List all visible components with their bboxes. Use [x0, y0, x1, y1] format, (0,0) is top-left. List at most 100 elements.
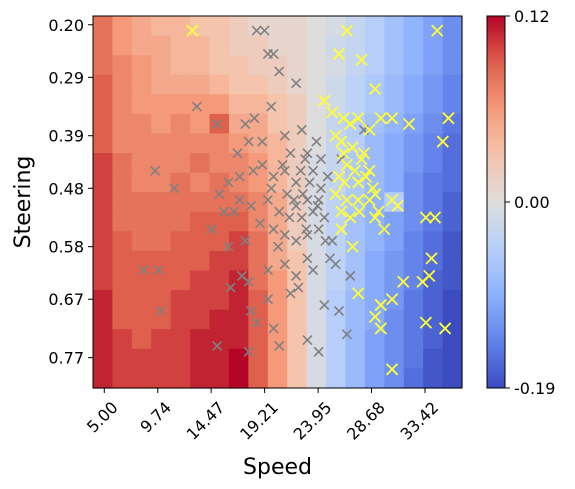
heatmap-cell [228, 94, 249, 115]
gray-x-marker [324, 253, 336, 264]
heatmap-cell [442, 172, 463, 193]
heatmap-cell [403, 309, 424, 330]
heatmap-cell [384, 309, 405, 330]
heatmap-cell [403, 35, 424, 56]
x-axis-label: Speed [243, 455, 312, 480]
heatmap-cell [190, 74, 211, 95]
heatmap-cell [112, 270, 133, 291]
heatmap-cell [364, 348, 385, 370]
heatmap-cell [248, 348, 269, 370]
plot-frame [92, 15, 463, 389]
yellow-x-marker [346, 141, 359, 154]
heatmap-cell [248, 113, 269, 135]
gray-x-marker [285, 148, 296, 159]
heatmap-cell [267, 16, 288, 37]
heatmap-cell [228, 35, 249, 56]
x-axis: 5.00 9.74 14.47 19.21 23.95 28.68 33.42 [83, 388, 442, 444]
heatmap-cell [112, 211, 133, 232]
heatmap-cell [267, 290, 288, 311]
heatmap-cell [151, 94, 172, 115]
yellow-x-marker [436, 135, 449, 148]
gray-x-marker [315, 183, 327, 194]
gray-x-marker [279, 229, 290, 241]
heatmap-cell [384, 133, 405, 154]
gray-x-marker [274, 66, 285, 77]
yellow-x-marker [344, 117, 357, 131]
heatmap-cell [384, 113, 405, 135]
heatmap-cell [131, 113, 152, 135]
y-tick-label: 0.48 [48, 179, 84, 198]
heatmap-cell [364, 55, 385, 76]
heatmap-cell [248, 133, 269, 154]
heatmap-cell [209, 368, 230, 389]
heatmap-cell [442, 94, 463, 115]
heatmap-cell [190, 153, 211, 174]
heatmap-cell [326, 368, 347, 389]
heatmap-cell [306, 270, 327, 291]
gray-x-marker [262, 264, 273, 276]
heatmap-cell [326, 113, 347, 135]
heatmap-cell [93, 211, 114, 232]
heatmap-cell [209, 250, 230, 272]
heatmap-cell [228, 153, 249, 174]
heatmap-cell [190, 211, 211, 232]
heatmap-cell [345, 329, 366, 350]
heatmap-cell [442, 113, 463, 135]
gray-x-marker [262, 194, 273, 206]
heatmap-cell [423, 231, 444, 252]
heatmap-cell [384, 74, 405, 95]
heatmap-cell [93, 16, 114, 37]
gray-x-marker [232, 148, 243, 159]
heatmap-cell [209, 329, 230, 350]
gray-x-marker [248, 165, 259, 176]
yellow-x-marker [363, 164, 376, 177]
heatmap-cell [228, 113, 249, 135]
heatmap-cell [151, 153, 172, 174]
yellow-x-markers [186, 24, 455, 376]
heatmap-cell [364, 270, 385, 291]
heatmap-cell [190, 290, 211, 311]
yellow-x-marker [352, 176, 365, 189]
heatmap-cell [403, 290, 424, 311]
heatmap-cell [442, 270, 463, 291]
heatmap-cell [248, 290, 269, 311]
heatmap-cell [170, 211, 191, 232]
heatmap-cell [345, 35, 366, 56]
heatmap-cell [287, 16, 308, 37]
heatmap-cell [228, 231, 249, 252]
yellow-x-marker [346, 240, 359, 253]
heatmap-cell [403, 74, 424, 95]
yellow-x-marker [357, 147, 370, 160]
heatmap-cell [131, 348, 152, 370]
yellow-x-marker [372, 205, 385, 218]
heatmap-cell [306, 94, 327, 115]
yellow-x-marker [385, 293, 399, 306]
gray-x-marker [279, 165, 290, 176]
heatmap-cell [112, 172, 133, 193]
heatmap-cell [384, 250, 405, 272]
gray-x-marker [313, 224, 324, 235]
heatmap-cell [131, 55, 152, 76]
heatmap-cell [306, 348, 327, 370]
heatmap-cell [248, 35, 269, 56]
heatmap-cell [131, 368, 152, 389]
heatmap-cell [442, 16, 463, 37]
heatmap-cell [170, 113, 191, 135]
gray-x-marker [302, 335, 313, 346]
heatmap-cell [228, 74, 249, 95]
heatmap-cell [112, 250, 133, 272]
heatmap-cell [384, 55, 405, 76]
heatmap-cell [345, 231, 366, 252]
yellow-x-marker [431, 24, 444, 37]
yellow-x-marker [374, 298, 387, 312]
heatmap-cell [267, 270, 288, 291]
heatmap-cell [112, 329, 133, 350]
heatmap-cell [267, 368, 288, 389]
gray-x-marker [268, 171, 279, 182]
heatmap-cell [228, 348, 249, 370]
yellow-x-marker [329, 187, 342, 201]
yellow-x-marker [340, 193, 354, 207]
heatmap-cell [267, 113, 288, 135]
heatmap-cell [112, 153, 133, 174]
heatmap-cell [190, 172, 211, 193]
